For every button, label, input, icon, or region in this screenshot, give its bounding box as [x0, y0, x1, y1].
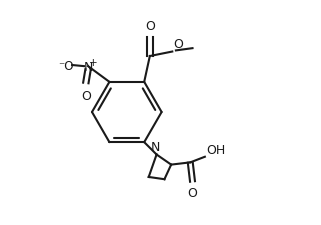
- Text: +: +: [89, 58, 98, 68]
- Text: O: O: [145, 20, 155, 33]
- Text: O: O: [81, 90, 91, 103]
- Text: O: O: [187, 186, 197, 199]
- Text: ⁻O: ⁻O: [58, 59, 74, 72]
- Text: N: N: [83, 60, 93, 73]
- Text: O: O: [173, 38, 183, 51]
- Text: OH: OH: [206, 143, 225, 156]
- Text: N: N: [151, 140, 160, 153]
